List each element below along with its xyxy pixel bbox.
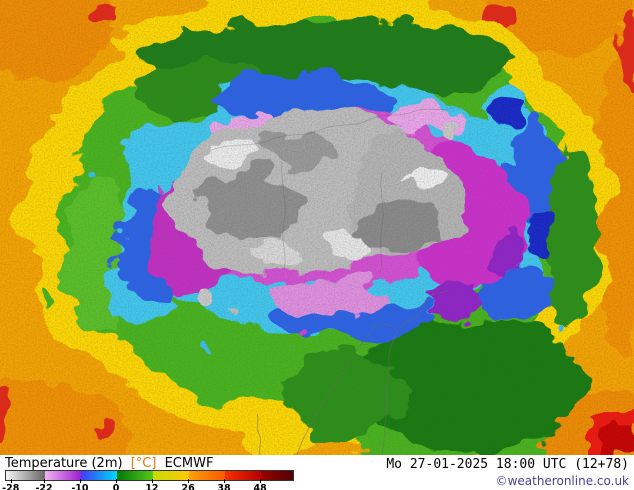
- scale-tick-label: 26: [181, 483, 195, 490]
- datetime: Mo 27-01-2025 18:00 UTC (12+78): [386, 457, 629, 472]
- scale-tick-label: -10: [71, 483, 89, 490]
- scale-tick-mark: [10, 479, 12, 483]
- scale-tick-mark: [116, 479, 118, 483]
- scale-tick-mark: [223, 479, 225, 483]
- scale-tick-label: -28: [2, 483, 20, 490]
- scale-tick-mark: [188, 479, 190, 483]
- scale-tick-label: 38: [217, 483, 231, 490]
- scale-tick-label: 0: [112, 483, 120, 490]
- legend-title-row: Temperature (2m) [°C] ECMWF: [5, 456, 213, 471]
- scale-tick-label: -22: [35, 483, 53, 490]
- scale-tick-label: 48: [253, 483, 267, 490]
- scale-tick-mark: [260, 479, 262, 483]
- scale-tick-label: 12: [145, 483, 159, 490]
- temperature-field-svg: [0, 0, 634, 455]
- scale-tick-mark: [44, 479, 46, 483]
- legend-unit: [°C]: [130, 456, 157, 471]
- temperature-map: [0, 0, 634, 455]
- legend-title: Temperature (2m): [5, 456, 123, 471]
- scale-tick-mark: [79, 479, 81, 483]
- color-scale-bar: [5, 470, 294, 481]
- color-scale-ticks: -28 -22 -10 0 12 26 38 48: [2, 479, 292, 490]
- legend-bar: Temperature (2m) [°C] ECMWF -28 -22 -10 0 12…: [0, 455, 634, 490]
- noise-overlay: [0, 0, 634, 455]
- scale-tick-mark: [151, 479, 153, 483]
- legend-model: ECMWF: [164, 456, 214, 471]
- copyright: ©weatheronline.co.uk: [495, 474, 629, 488]
